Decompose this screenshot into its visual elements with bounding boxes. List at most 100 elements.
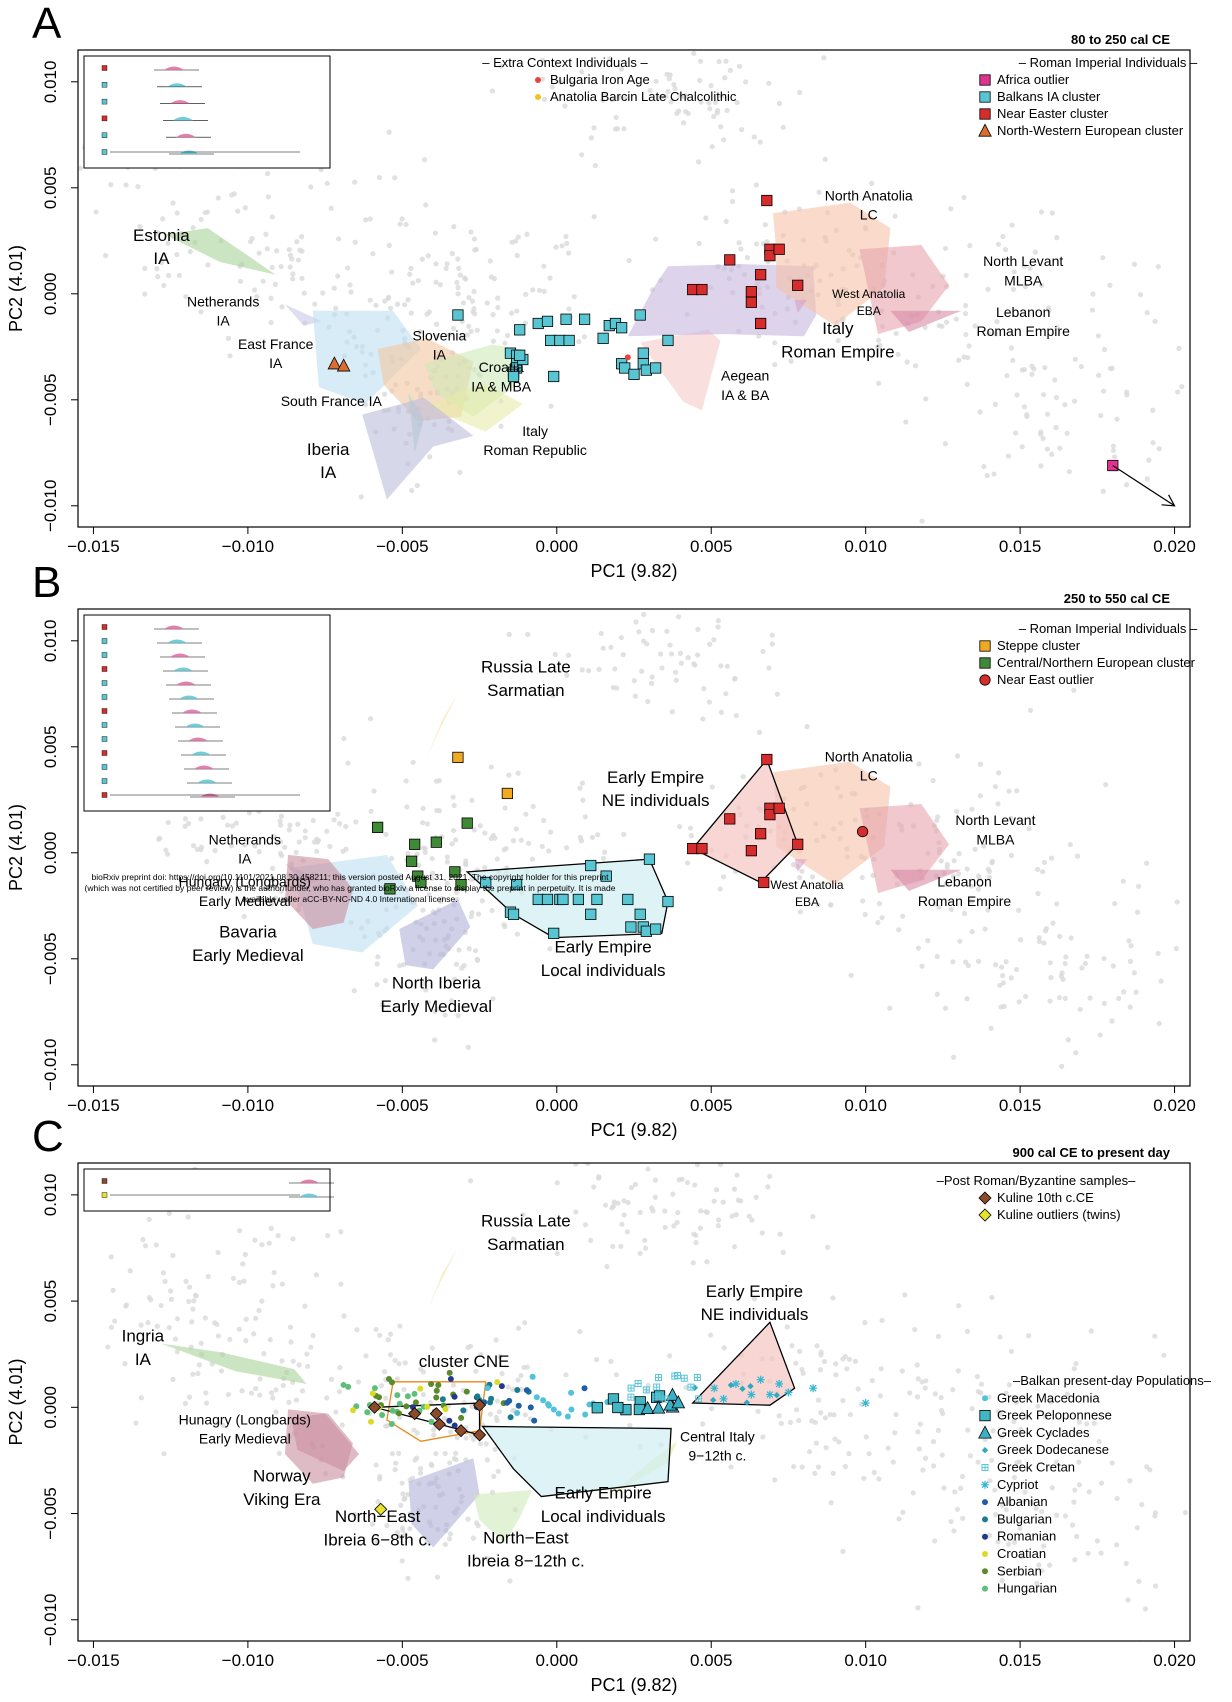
legend-label: Near Easter cluster [997,106,1109,121]
reference-point [618,1243,624,1249]
reference-point [497,1353,503,1359]
reference-point [612,126,619,132]
population-label: IA [217,313,231,329]
reference-point [950,1387,956,1393]
reference-point [1066,469,1073,475]
reference-point [934,817,940,824]
reference-point [1029,371,1035,377]
reference-point [228,843,235,849]
reference-point [1193,463,1198,468]
reference-point [282,844,288,850]
x-tick-label: −0.010 [222,1096,274,1115]
reference-point [427,1400,434,1406]
reference-point [392,1357,398,1363]
reference-point [942,441,949,447]
reference-point [1175,389,1181,395]
y-axis-label: PC2 (4.01) [6,245,26,332]
reference-point [722,75,728,81]
reference-point [608,644,614,651]
reference-point [431,1432,437,1438]
population-label: North Levant [955,812,1035,828]
reference-point [716,58,722,65]
population-label: North Iberia [392,973,481,992]
panel-title: 900 cal CE to present day [1012,1145,1170,1160]
reference-point [515,234,521,240]
reference-point [637,1250,643,1257]
y-tick-label: 0.005 [41,1280,60,1323]
sample-marker [545,334,557,347]
reference-point [468,1432,474,1438]
cluster-hull [386,1381,487,1442]
sample-marker [345,1383,352,1390]
reference-point [484,1555,490,1561]
legend: – Extra Context Individuals –Bulgaria Ir… [482,55,737,104]
reference-point [190,1306,196,1312]
sample-marker [694,1374,701,1381]
reference-point [412,1457,418,1463]
reference-point [579,152,585,158]
reference-point [833,1372,839,1378]
reference-point [815,1397,822,1403]
y-tick-label: 0.010 [41,1174,60,1217]
sample-marker [671,1373,678,1380]
reference-point [224,822,231,828]
reference-point [941,1485,947,1491]
reference-point [450,1382,456,1388]
reference-point [293,1397,300,1403]
reference-point [797,875,803,881]
reference-point [746,1213,752,1219]
sample-marker [532,893,544,906]
population-label: IA [433,347,447,363]
legend-label: Hungarian [997,1581,1057,1596]
sample-marker [507,908,520,920]
reference-point [774,691,780,697]
population-label: Slovenia [413,327,467,343]
sample-marker [429,1407,443,1421]
reference-point [30,680,35,685]
population-label: Aegean [721,368,769,384]
reference-point [915,1429,921,1435]
reference-point [936,904,942,910]
reference-point [494,856,500,862]
reference-point [847,1411,853,1418]
reference-point [78,165,83,171]
reference-point [237,1228,243,1234]
reference-point [1182,1509,1189,1516]
reference-point [526,840,532,846]
legend-label: Bulgarian [997,1511,1052,1526]
reference-point [842,1353,848,1360]
reference-point [160,216,166,222]
reference-point [995,801,1001,807]
reference-point [734,99,740,106]
reference-point [588,135,595,141]
reference-point [652,1177,659,1183]
reference-point [685,110,691,117]
reference-point [602,849,608,855]
inset-density [179,695,199,699]
reference-point [270,877,276,883]
inset-marker [101,65,108,71]
sample-marker [385,1376,392,1383]
reference-point [633,619,639,625]
reference-point [579,69,585,75]
reference-point [821,55,827,61]
population-label: Early Empire [554,937,651,956]
reference-point [170,1252,176,1259]
reference-point [473,948,479,954]
reference-point [138,1322,144,1328]
reference-point [237,278,244,285]
y-tick-label: 0.005 [41,726,60,769]
population-polygon-neIberia1 [408,1458,480,1548]
reference-point [644,641,650,647]
reference-point [1049,210,1055,216]
reference-point [449,998,455,1004]
reference-point [778,1420,784,1427]
x-tick-label: 0.000 [536,1651,579,1670]
sample-marker [627,1394,634,1401]
reference-point [645,698,651,705]
inset-density [173,116,193,121]
sample-marker [433,1387,440,1394]
reference-point [942,1005,949,1011]
reference-point [433,778,440,784]
reference-point [922,1455,929,1461]
